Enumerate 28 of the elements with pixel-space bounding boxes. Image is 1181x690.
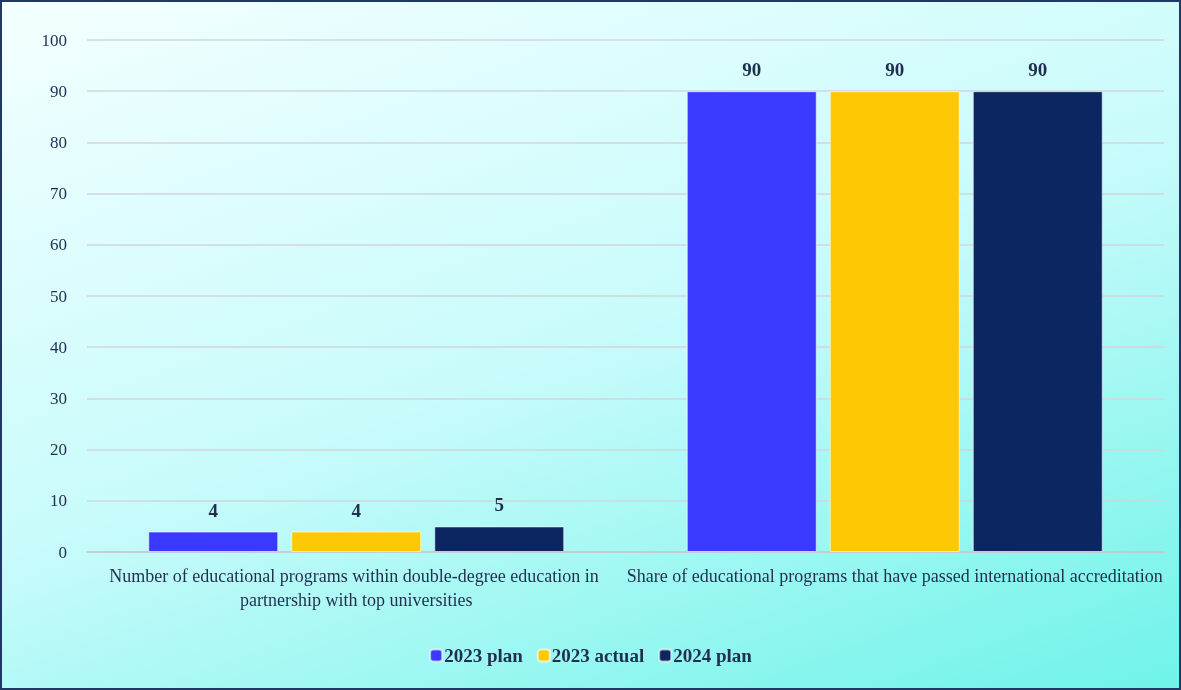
data-label: 90 — [742, 59, 762, 81]
data-label: 4 — [351, 499, 362, 521]
bar — [434, 526, 565, 552]
legend-label: 2023 actual — [551, 645, 645, 666]
legend-label: 2023 plan — [444, 645, 524, 666]
y-tick-label: 30 — [50, 388, 67, 408]
bar — [291, 531, 422, 552]
bar — [972, 91, 1103, 552]
y-tick-label: 50 — [50, 286, 67, 306]
y-tick-label: 90 — [50, 81, 67, 101]
data-label: 4 — [208, 499, 219, 521]
y-tick-label: 20 — [50, 440, 67, 460]
y-tick-label: 80 — [50, 132, 67, 152]
y-tick-label: 100 — [41, 30, 67, 50]
y-tick-label: 40 — [50, 337, 67, 357]
x-tick-label: Share of educational programs that have passed international accreditation — [626, 566, 1163, 586]
data-label: 5 — [494, 494, 504, 516]
data-label: 90 — [1028, 59, 1048, 81]
bar — [148, 531, 279, 552]
y-tick-label: 70 — [50, 184, 67, 204]
bar — [686, 91, 817, 552]
legend-label: 2024 plan — [673, 645, 753, 666]
bar — [829, 91, 960, 552]
y-tick-label: 60 — [50, 235, 67, 255]
y-tick-label: 0 — [58, 542, 67, 562]
x-tick-label: Number of educational programs within double-degree education in partnership with top universities — [109, 566, 604, 610]
data-label: 90 — [885, 59, 905, 81]
y-tick-label: 10 — [50, 491, 67, 511]
